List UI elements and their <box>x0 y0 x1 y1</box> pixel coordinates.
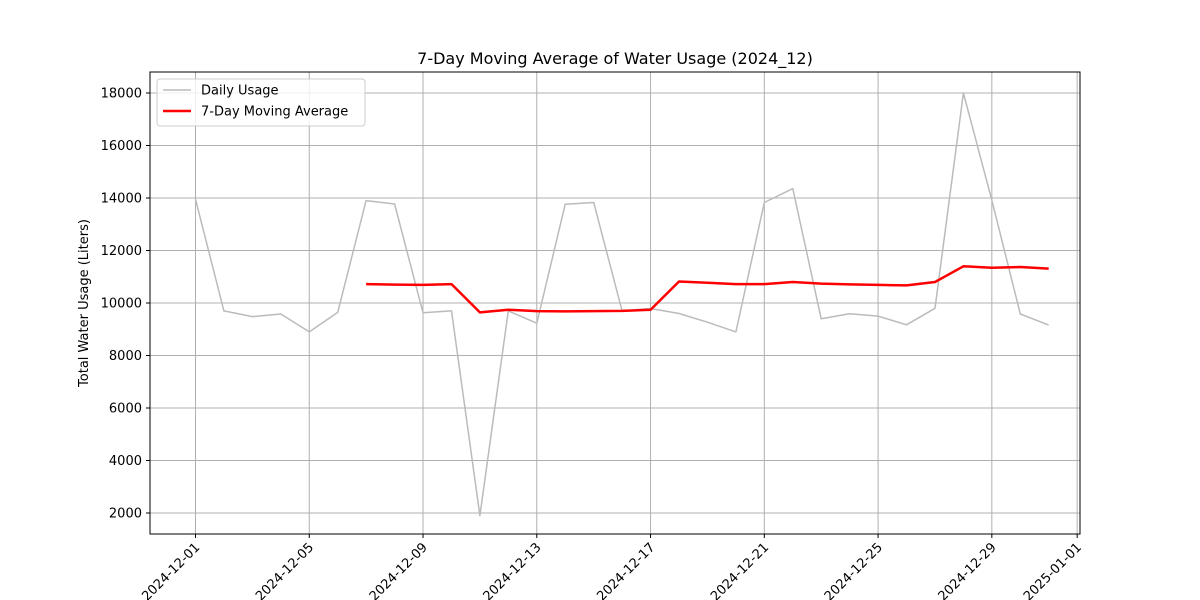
x-tick-label: 2024-12-21 <box>708 540 772 600</box>
grid <box>150 72 1080 534</box>
y-tick-label: 8000 <box>109 349 142 364</box>
x-tick-label: 2024-12-29 <box>936 540 1000 600</box>
y-tick-label: 14000 <box>101 192 142 207</box>
chart-title: 7-Day Moving Average of Water Usage (202… <box>417 49 813 69</box>
series-line-7-day-moving-average <box>366 265 1049 314</box>
x-tick-label: 2024-12-17 <box>594 540 658 600</box>
x-tick-label: 2024-12-13 <box>481 540 545 600</box>
y-tick-label: 18000 <box>101 87 142 102</box>
y-tick-label: 10000 <box>101 297 142 312</box>
x-tick-label: 2025-01-01 <box>1021 540 1085 600</box>
y-tick-label: 6000 <box>109 402 142 417</box>
legend-label-daily-usage: Daily Usage <box>201 84 279 99</box>
y-tick-label: 12000 <box>101 244 142 259</box>
legend-label-7-day-moving-average: 7-Day Moving Average <box>201 105 348 120</box>
y-tick-label: 2000 <box>109 507 142 522</box>
ticks: 2000 4000 6000 8000 10000 12000 14000 16000 1800… <box>101 87 1085 600</box>
y-axis-label: Total Water Usage (Liters) <box>77 219 92 388</box>
series-line-daily-usage <box>194 92 1049 517</box>
y-tick-label: 16000 <box>101 139 142 154</box>
x-tick-label: 2024-12-09 <box>367 540 431 600</box>
legend: Daily Usage 7-Day Moving Average <box>156 78 366 127</box>
series-layer <box>194 92 1049 517</box>
x-tick-label: 2024-12-05 <box>253 540 317 600</box>
y-tick-label: 4000 <box>109 454 142 469</box>
x-tick-label: 2024-12-25 <box>822 540 886 600</box>
x-tick-label: 2024-12-01 <box>139 540 203 600</box>
legend-box <box>156 78 366 127</box>
